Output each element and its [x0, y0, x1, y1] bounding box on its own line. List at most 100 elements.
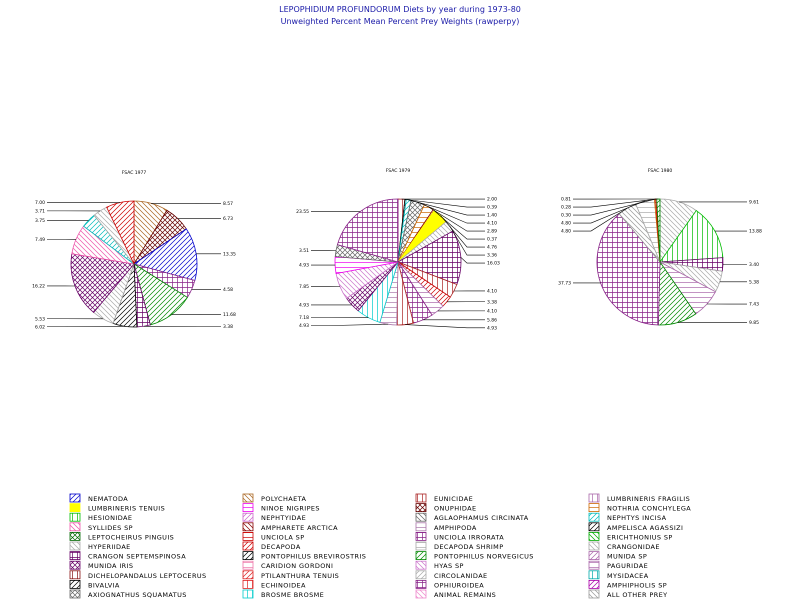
legend-item: BROSME BROSME [242, 589, 324, 599]
legend-item: BIVALVIA [69, 580, 120, 589]
slice-leader-line [440, 215, 485, 248]
slice-value-label: 7.49 [35, 237, 45, 243]
slice-leader-line [405, 324, 485, 329]
slice-value-label: 1.40 [487, 213, 497, 219]
slice-leader-line [428, 206, 485, 232]
slice-value-label: 7.85 [299, 284, 309, 290]
pie-slice [659, 209, 724, 263]
legend-label: AMPHARETE ARCTICA [261, 524, 338, 532]
pie-slice [596, 213, 661, 326]
slice-leader-line [417, 201, 485, 224]
legend-label: AMPHIPODA [434, 524, 477, 532]
legend-swatch [415, 580, 427, 589]
legend-swatch [242, 512, 254, 522]
legend-item: ERICHTHONIUS SP [588, 532, 672, 541]
legend-item: AMPHIPHOLIS SP [588, 580, 667, 589]
legend-swatch [588, 570, 600, 580]
legend-label: NEPHTYIDAE [261, 514, 306, 522]
legend-swatch [69, 541, 81, 551]
slice-value-label: 6.73 [223, 216, 233, 222]
legend-item: MYSIDACEA [588, 570, 648, 580]
slice-value-label: 16.03 [487, 261, 500, 267]
legend-item: NEPHTYS INCISA [588, 512, 667, 522]
slice-value-label: 5.53 [35, 316, 45, 322]
slice-value-label: 4.76 [487, 245, 497, 251]
legend-item: NEMATODA [69, 493, 128, 503]
legend-swatch [69, 522, 81, 532]
legend-swatch [242, 522, 254, 532]
chart-title: LEPOPHIDIUM PROFUNDORUM Diets by year du… [279, 5, 521, 14]
slice-leader-line [460, 257, 485, 264]
slice-value-label: 0.30 [561, 213, 571, 219]
slice-value-label: 0.39 [487, 205, 497, 211]
slice-value-label: 4.93 [299, 263, 309, 269]
legend-label: CARIDION GORDONI [261, 562, 333, 570]
legend-label: HESIONIDAE [88, 514, 132, 522]
slice-value-label: 9.85 [749, 320, 759, 326]
legend-item: PTILANTHURA TENUIS [242, 570, 339, 580]
legend-swatch [242, 493, 254, 503]
legend-swatch [69, 580, 81, 589]
slice-leader-line [573, 198, 656, 216]
legend-item: ONUPHIDAE [415, 503, 477, 513]
slice-value-label: 4.93 [487, 325, 497, 331]
legend-label: MUNIDA IRIS [88, 562, 133, 570]
legend-label: LEPTOCHEIRUS PINGUIS [88, 533, 174, 541]
legend-swatch [69, 551, 81, 560]
legend-label: OPHIUROIDEA [434, 581, 484, 589]
legend-swatch [242, 541, 254, 551]
slice-value-label: 4.10 [487, 221, 497, 227]
legend-label: ONUPHIDAE [434, 505, 477, 513]
legend-item: LEPTOCHEIRUS PINGUIS [69, 532, 174, 541]
slice-value-label: 4.10 [487, 308, 497, 314]
legend-swatch [588, 532, 600, 541]
slice-value-label: 11.68 [223, 312, 236, 318]
legend-item: EUNICIDAE [415, 493, 473, 503]
pie-slice [336, 198, 399, 263]
chart-subtitle: Unweighted Percent Mean Percent Prey Wei… [281, 17, 520, 26]
slice-value-label: 5.38 [749, 279, 759, 285]
legend-label: DECAPODA SHRIMP [434, 543, 504, 551]
legend-item: MUNIDA SP [588, 551, 647, 561]
pie-title: FSAC 1979 [386, 168, 411, 174]
slice-value-label: 4.80 [561, 229, 571, 235]
slice-value-label: 3.71 [35, 208, 45, 214]
legend-item: POLYCHAETA [242, 493, 306, 503]
legend-swatch [69, 560, 81, 570]
slice-value-label: 3.40 [749, 262, 759, 268]
slice-value-label: 4.93 [299, 323, 309, 329]
legend-item: AGLAOPHAMUS CIRCINATA [415, 512, 529, 522]
slice-value-label: 4.10 [487, 288, 497, 294]
slice-value-label: 8.57 [223, 201, 233, 207]
legend-label: SYLLIDES SP [88, 524, 133, 532]
legend-item: ANIMAL REMAINS [415, 589, 496, 599]
legend-item: AMPHARETE ARCTICA [242, 522, 338, 532]
legend-swatch [588, 541, 600, 551]
slice-leader-line [573, 208, 628, 232]
legend-swatch [415, 532, 427, 541]
slice-leader-line [408, 199, 485, 216]
legend-label: CRANGON SEPTEMSPINOSA [88, 553, 186, 561]
legend-label: ECHINOIDEA [261, 581, 306, 589]
legend-item: HESIONIDAE [69, 512, 132, 522]
legend-item: OPHIUROIDEA [415, 580, 484, 589]
legend-swatch [242, 551, 254, 560]
legend-item: UNCIOLA SP [242, 532, 304, 541]
pie-slice [133, 228, 198, 282]
slice-value-label: 0.81 [561, 197, 571, 203]
legend-label: UNCIOLA IRRORATA [434, 533, 504, 541]
slice-value-label: 7.43 [749, 302, 759, 308]
legend-label: PTILANTHURA TENUIS [261, 572, 339, 580]
legend-swatch [69, 493, 81, 503]
legend-swatch [242, 570, 254, 580]
slice-value-label: 2.00 [487, 197, 497, 203]
legend-label: EUNICIDAE [434, 495, 473, 503]
legend-label: NEPHTYS INCISA [607, 514, 667, 522]
legend-label: AGLAOPHAMUS CIRCINATA [434, 514, 529, 522]
legend-swatch [588, 589, 600, 599]
slice-value-label: 0.37 [487, 237, 497, 243]
legend-swatch [415, 503, 427, 513]
slice-value-label: 7.18 [299, 315, 309, 321]
legend-label: HYAS SP [434, 562, 464, 570]
legend-swatch [588, 580, 600, 589]
